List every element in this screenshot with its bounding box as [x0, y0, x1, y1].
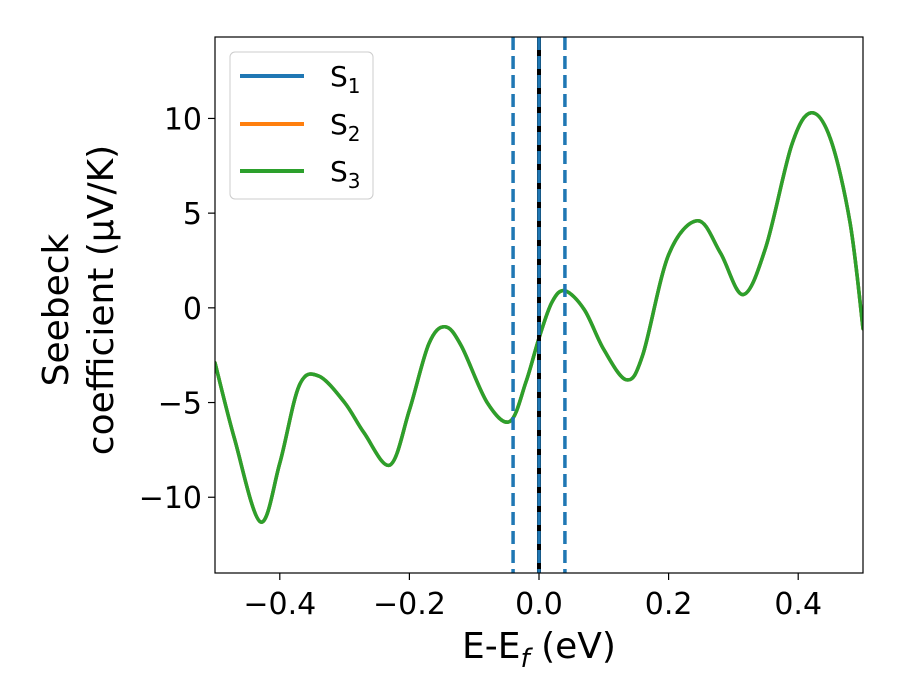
legend-label-s1: S1	[330, 60, 361, 98]
y-tick-label: −10	[139, 481, 202, 516]
x-tick-label: −0.2	[373, 587, 446, 622]
y-axis-label-line1: Seebeck	[36, 233, 77, 386]
x-tick-label: 0.4	[774, 587, 822, 622]
x-axis-label: E-Ef (eV)	[462, 626, 616, 674]
x-tick-label: −0.4	[243, 587, 316, 622]
y-tick-label: 5	[183, 197, 202, 232]
series-lines	[215, 111, 863, 524]
y-tick-label: 0	[183, 292, 202, 327]
y-tick-label: −5	[158, 387, 202, 422]
series-line-s3	[215, 111, 863, 524]
legend-label-s2: S2	[330, 108, 361, 146]
x-tick-label: 0.2	[645, 587, 693, 622]
legend-label-s3: S3	[330, 155, 361, 193]
x-tick-label: 0.0	[515, 587, 563, 622]
y-axis-ticks: −10 −5 0 5 10	[139, 102, 215, 516]
reference-lines	[511, 37, 567, 573]
y-tick-label: 10	[164, 102, 202, 137]
legend: S1 S2 S3	[229, 51, 374, 200]
x-axis-ticks: −0.4 −0.2 0.0 0.2 0.4	[243, 573, 822, 622]
y-axis-label-line2: coefficient (μV/K)	[81, 145, 122, 455]
